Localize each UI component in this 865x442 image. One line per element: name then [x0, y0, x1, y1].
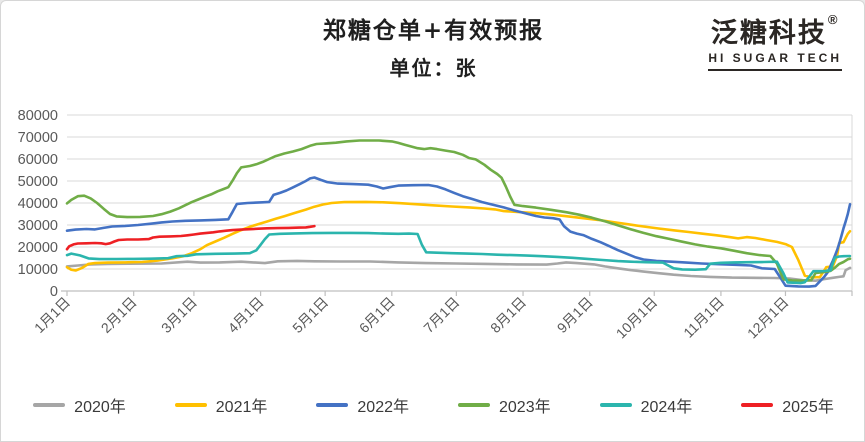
legend-swatch [174, 403, 207, 407]
y-axis-label: 60000 [18, 152, 58, 168]
legend-label: 2023年 [499, 399, 551, 416]
y-axis-label: 50000 [18, 174, 58, 190]
legend-item-2025年: 2025年 [741, 393, 834, 417]
legend-label: 2025年 [782, 399, 834, 416]
logo-cn-text: 泛糖科技® [710, 12, 840, 48]
legend-label: 2022年 [357, 399, 409, 416]
legend-swatch [316, 403, 349, 407]
series-line-2024年 [65, 231, 852, 285]
y-axis-label: 70000 [18, 130, 58, 146]
series-line-2022年 [65, 176, 852, 288]
logo-tagline: HI SUGAR TECH [708, 51, 842, 71]
legend-swatch [33, 403, 66, 407]
legend-item-2020年: 2020年 [33, 393, 126, 417]
x-axis-label: 10月1日 [613, 294, 661, 342]
legend-item-2024年: 2024年 [599, 393, 693, 417]
x-axis-label: 1月1日 [31, 294, 73, 336]
legend-label: 2021年 [215, 399, 268, 416]
series-line-2023年 [65, 139, 852, 283]
y-axis-label: 30000 [18, 218, 58, 234]
x-axis-label: 8月1日 [487, 294, 529, 336]
x-axis-label: 7月1日 [420, 294, 462, 336]
y-axis-label: 0 [50, 284, 58, 300]
x-axis-label: 11月1日 [680, 294, 727, 341]
hi-sugar-tech-logo: 泛糖科技® HI SUGAR TECH [708, 13, 842, 71]
x-axis-label: 9月1日 [554, 294, 596, 336]
x-axis-label: 5月1日 [289, 294, 331, 336]
series-line-2025年 [65, 224, 316, 251]
y-axis-label: 20000 [18, 240, 58, 256]
y-axis-label: 10000 [18, 262, 58, 278]
x-axis-label: 4月1日 [225, 294, 267, 336]
legend-item-2023年: 2023年 [458, 393, 551, 417]
legend-swatch [741, 403, 774, 407]
registered-mark: ® [827, 12, 840, 27]
legend-swatch [599, 403, 632, 407]
legend-item-2021年: 2021年 [174, 393, 268, 417]
y-axis-label: 40000 [18, 196, 58, 212]
series-line-2021年 [65, 200, 852, 279]
x-axis-label: 6月1日 [356, 294, 398, 336]
x-axis-label: 3月1日 [158, 294, 200, 336]
x-axis-label: 12月1日 [744, 294, 792, 342]
x-axis-label: 2月1日 [98, 294, 140, 336]
legend-label: 2020年 [74, 399, 126, 416]
chart-legend: 2020年 2021年 2022年 2023年 2024年 2025年 [1, 393, 864, 417]
legend-label: 2024年 [640, 399, 693, 416]
legend-swatch [458, 403, 490, 407]
y-axis-label: 80000 [18, 108, 58, 124]
legend-item-2022年: 2022年 [316, 393, 409, 417]
